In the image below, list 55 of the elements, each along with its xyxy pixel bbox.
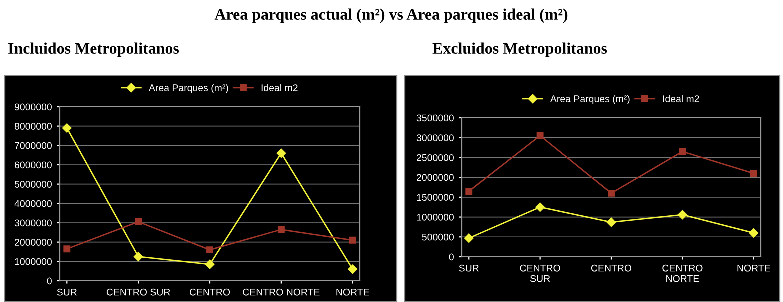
point <box>464 234 474 243</box>
point <box>205 260 215 270</box>
y-tick-label: 1000000 <box>417 214 454 221</box>
point <box>135 218 142 226</box>
point <box>278 226 285 234</box>
point <box>750 170 758 178</box>
y-tick-label: 3000000 <box>416 134 454 142</box>
point <box>679 148 686 156</box>
point <box>536 132 544 140</box>
point <box>678 210 688 220</box>
x-tick-label: CENTRO <box>591 264 632 272</box>
x-tick-label: CENTRO <box>190 288 230 296</box>
legend-label: Area Parques (m²) <box>550 95 630 104</box>
point <box>349 236 356 244</box>
y-tick-label: 500000 <box>422 234 454 241</box>
x-tick-label: CENTRO SUR <box>106 288 170 296</box>
y-tick-label: 4000000 <box>14 200 52 208</box>
y-tick-label: 2000000 <box>15 239 52 246</box>
legend-label: Ideal m2 <box>663 95 700 102</box>
point <box>536 202 545 212</box>
chart-title: Incluidos Metropolitanos <box>8 42 180 58</box>
y-tick-label: 6000000 <box>15 162 52 169</box>
y-tick-label: 8000000 <box>14 123 52 130</box>
point <box>466 188 473 195</box>
point <box>608 190 615 197</box>
x-tick-label: SUR <box>57 288 77 296</box>
y-tick-label: 0 <box>449 254 454 261</box>
text: Area parques actual (m²) vs Area parques ideal (m²) <box>214 8 568 24</box>
point <box>206 246 214 254</box>
point <box>606 218 616 228</box>
y-tick-label: 7000000 <box>15 142 52 150</box>
point <box>62 124 72 133</box>
x-tick-label: NORTE <box>336 288 370 296</box>
x-tick-label: NORTE <box>738 264 770 272</box>
x-tick-label: CENTRO NORTE <box>662 264 703 282</box>
chart-title: Excluidos Metropolitanos <box>432 42 608 58</box>
y-tick-label: 2500000 <box>417 154 454 162</box>
point <box>64 246 71 253</box>
y-tick-label: 1000000 <box>15 258 52 266</box>
y-tick-label: 1500000 <box>417 194 454 202</box>
legend-label: Ideal m2 <box>262 84 298 92</box>
y-tick-label: 9000000 <box>14 104 52 111</box>
x-tick-label: SUR <box>459 264 479 272</box>
y-tick-label: 2000000 <box>417 174 454 182</box>
point <box>348 264 358 274</box>
y-tick-label: 5000000 <box>14 181 52 188</box>
x-tick-label: CENTRO SUR <box>520 264 560 282</box>
y-tick-label: 3000000 <box>14 220 52 227</box>
y-tick-label: 3500000 <box>416 114 454 122</box>
point <box>749 228 759 238</box>
point <box>134 252 144 262</box>
legend-label: Area Parques (m²) <box>148 84 228 94</box>
y-tick-label: 0 <box>47 278 52 285</box>
x-tick-label: CENTRO NORTE <box>243 288 320 296</box>
point <box>276 148 286 158</box>
